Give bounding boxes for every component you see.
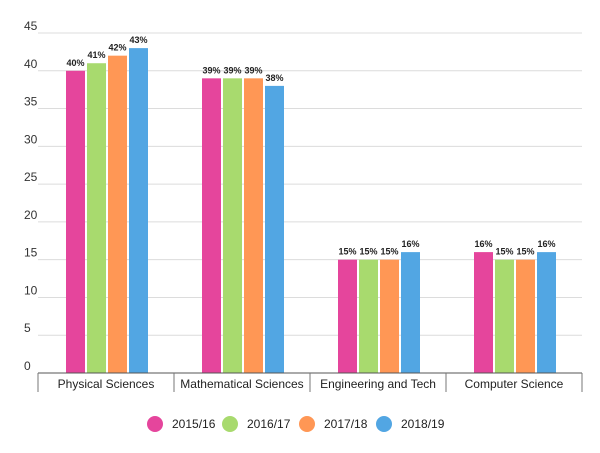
- bars: [66, 48, 556, 374]
- bar: [223, 78, 242, 373]
- bar: [202, 78, 221, 373]
- data-label: 40%: [66, 58, 84, 68]
- y-tick-label: 0: [24, 359, 31, 373]
- bar: [129, 48, 148, 373]
- x-category-label: Physical Sciences: [58, 377, 155, 391]
- y-tick-label: 30: [24, 132, 38, 146]
- legend-swatch: [299, 416, 315, 432]
- bar: [66, 70, 85, 374]
- y-axis-ticks: 0 5 10 15 20 25 30 35 40 45: [24, 19, 38, 373]
- data-label: 41%: [87, 50, 105, 60]
- legend-swatch: [376, 416, 392, 432]
- legend: 2015/16 2016/17 2017/18 2018/19: [147, 416, 445, 432]
- x-axis: Physical Sciences Mathematical Sciences En…: [37, 372, 583, 392]
- y-tick-label: 10: [24, 283, 38, 297]
- bar: [401, 252, 420, 373]
- data-label: 16%: [401, 239, 419, 249]
- data-label: 16%: [537, 239, 555, 249]
- bar: [516, 259, 535, 373]
- legend-label: 2017/18: [324, 417, 368, 431]
- x-category-label: Mathematical Sciences: [180, 377, 303, 391]
- y-tick-label: 15: [24, 246, 38, 260]
- bar: [244, 78, 263, 373]
- bar: [87, 63, 106, 373]
- data-label: 43%: [129, 35, 147, 45]
- bar: [108, 55, 127, 374]
- bar: [359, 259, 378, 373]
- bar: [495, 259, 514, 373]
- gridlines: [38, 32, 582, 336]
- bar: [474, 252, 493, 373]
- bar: [537, 252, 556, 373]
- x-category-label: Computer Science: [465, 377, 564, 391]
- data-label: 39%: [202, 65, 220, 75]
- data-label: 38%: [265, 73, 283, 83]
- legend-label: 2016/17: [247, 417, 291, 431]
- data-label: 15%: [380, 247, 398, 257]
- data-label: 39%: [223, 65, 241, 75]
- legend-swatch: [147, 416, 163, 432]
- y-tick-label: 5: [24, 321, 31, 335]
- legend-swatch: [222, 416, 238, 432]
- y-tick-label: 40: [24, 57, 38, 71]
- y-tick-label: 25: [24, 170, 38, 184]
- data-label: 15%: [338, 247, 356, 257]
- data-labels: 40%41%42%43%39% 39% 39%38%15% 15% 15%16% 16%1…: [66, 35, 555, 257]
- data-label: 16%: [474, 239, 492, 249]
- y-tick-label: 20: [24, 208, 38, 222]
- data-label: 15%: [359, 247, 377, 257]
- x-category-label: Engineering and Tech: [320, 377, 436, 391]
- bar: [338, 259, 357, 373]
- data-label: 15%: [495, 247, 513, 257]
- bar: [265, 85, 284, 373]
- legend-label: 2018/19: [401, 417, 445, 431]
- y-tick-label: 45: [24, 19, 38, 33]
- y-tick-label: 35: [24, 95, 38, 109]
- legend-label: 2015/16: [172, 417, 216, 431]
- data-label: 39%: [244, 65, 262, 75]
- data-label: 42%: [108, 43, 126, 53]
- bar: [380, 259, 399, 373]
- data-label: 15%: [516, 247, 534, 257]
